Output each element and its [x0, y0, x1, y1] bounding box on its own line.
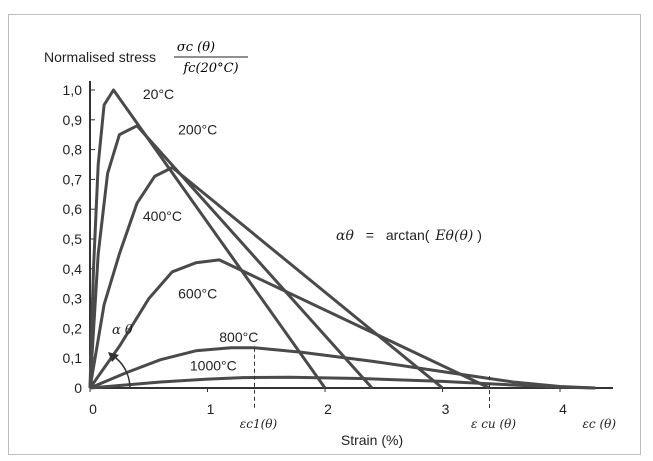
- curve-label: 20°C: [143, 86, 174, 102]
- y-tick-label: 0,9: [63, 112, 83, 128]
- curve-600c: [88, 258, 491, 390]
- y-tick-label: 0,5: [63, 231, 83, 247]
- y-tick-label: 0,3: [63, 291, 83, 307]
- y-tick-label: 0,7: [63, 171, 83, 187]
- ratio-numerator: σc (θ): [177, 40, 215, 55]
- curve-label: 600°C: [178, 286, 217, 302]
- formula-eq: =: [366, 227, 374, 243]
- formula-fn: arctan(: [386, 227, 430, 243]
- angle-arc: [115, 357, 131, 389]
- curve-1000c: [89, 375, 596, 390]
- y-tick-label: 0,1: [63, 350, 83, 366]
- y-tick-label: 0,2: [63, 320, 83, 336]
- strain-marker-label: ε cu (θ): [471, 417, 516, 431]
- x-tick-label: 1: [207, 401, 215, 417]
- ratio-denominator: fc(20°C): [182, 61, 238, 76]
- angle-label: α θ: [112, 323, 133, 338]
- x-tick-label: 0: [89, 401, 97, 417]
- y-axis-title: Normalised stress: [44, 49, 156, 65]
- y-tick-label: 0: [74, 380, 82, 396]
- y-tick-label: 1,0: [63, 82, 83, 98]
- labels-layer: 20°C 200°C 400°C 600°C 800°C 1000°C εc1(θ) ε cu…: [108, 86, 616, 431]
- x-tick-label: 4: [559, 401, 567, 417]
- figure-border: [8, 14, 641, 455]
- curve-label: 800°C: [219, 329, 258, 345]
- strain-marker-label: εc1(θ): [240, 417, 278, 431]
- curve-400c: [88, 166, 444, 390]
- curve-label: 200°C: [178, 122, 217, 138]
- x-tick-label: 2: [324, 401, 332, 417]
- curve-label: 1000°C: [190, 358, 237, 374]
- strain-marker-label: εc (θ): [582, 417, 616, 431]
- x-axis-title: Strain (%): [341, 432, 403, 448]
- curves-layer: [88, 88, 596, 390]
- angle-arrow: [108, 352, 119, 362]
- alpha-formula: αθ = arctan( Eθ(θ) ): [336, 227, 482, 244]
- axes: 0 0,1 0,2 0,3 0,4 0,5 0,6 0,7 0,8 0,9 1,0 0 1 2 3 4: [63, 81, 613, 417]
- x-tick-label: 3: [442, 401, 450, 417]
- formula-close: ): [477, 227, 482, 243]
- y-tick-label: 0,8: [63, 142, 83, 158]
- curve-label: 400°C: [143, 208, 182, 224]
- y-tick-label: 0,6: [63, 201, 83, 217]
- formula-arg: Eθ(θ): [434, 228, 473, 244]
- formula-lhs: αθ: [336, 228, 354, 244]
- y-tick-label: 0,4: [63, 261, 83, 277]
- curve-800c: [89, 346, 596, 390]
